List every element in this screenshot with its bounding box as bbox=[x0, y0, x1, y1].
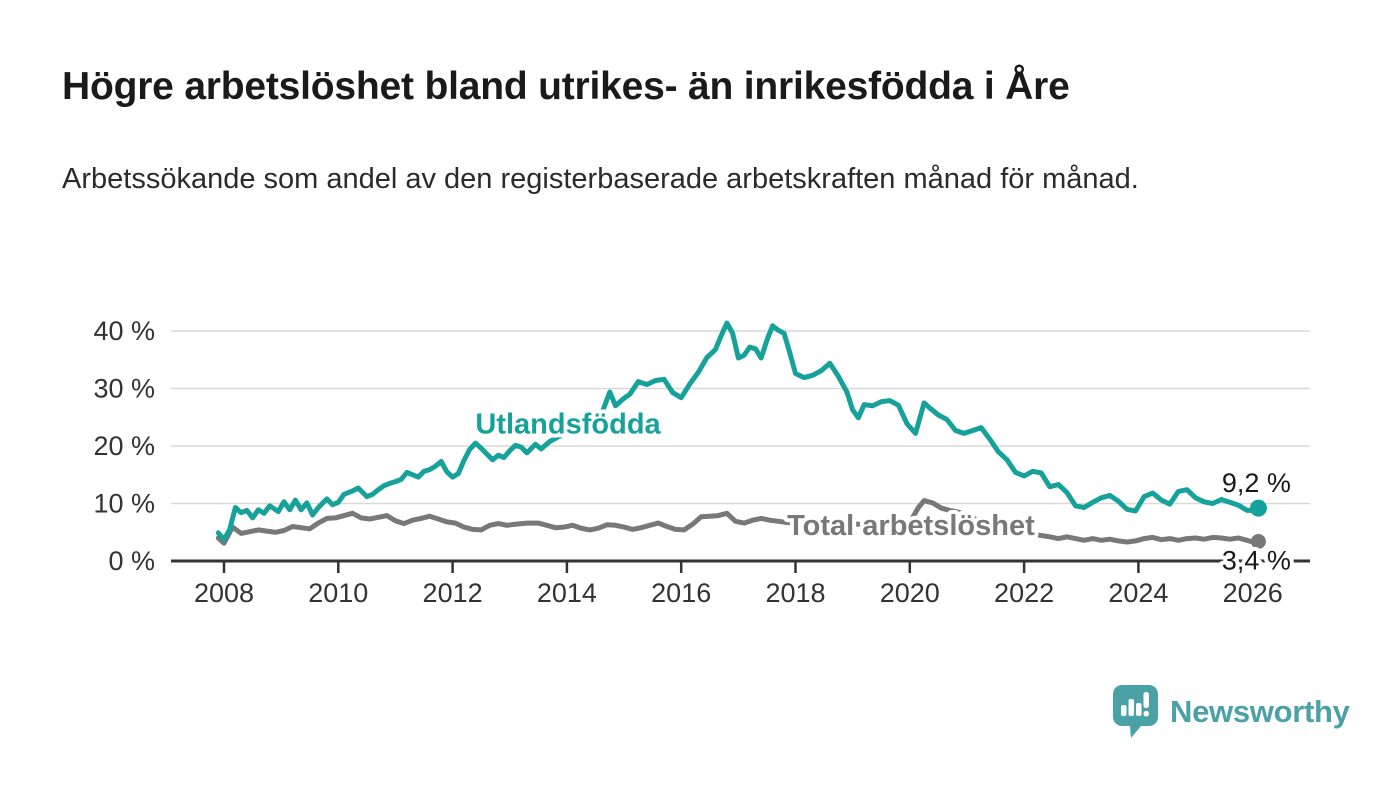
y-tick-label: 20 % bbox=[93, 431, 155, 461]
series-label: Utlandsfödda bbox=[475, 409, 661, 441]
y-tick-label: 40 % bbox=[93, 316, 155, 346]
x-tick-label: 2008 bbox=[194, 578, 254, 608]
series-line-utlandsf-dda bbox=[215, 320, 1261, 543]
x-tick-label: 2020 bbox=[880, 578, 940, 608]
series-end-dot bbox=[1249, 499, 1267, 517]
bar-chart-glyph bbox=[1121, 692, 1149, 717]
newsworthy-logo: Newsworthy bbox=[1112, 684, 1350, 739]
brand-name: Newsworthy bbox=[1170, 693, 1350, 729]
x-tick-label: 2024 bbox=[1108, 578, 1168, 608]
page-title: Högre arbetslöshet bland utrikes- än inr… bbox=[62, 65, 1070, 108]
x-tick-label: 2018 bbox=[765, 578, 825, 608]
series-end-dot bbox=[1250, 533, 1266, 549]
unemployment-line-chart: 0 % 10 % 20 % 30 % 40 % 2008 2010 2012 2014 2016 2… bbox=[93, 316, 1310, 608]
y-tick-label: 10 % bbox=[93, 489, 155, 519]
series-line-total-arbetsl-shet bbox=[215, 498, 1261, 546]
newsworthy-logo-icon bbox=[1113, 685, 1158, 738]
series-label: Total arbetslöshet bbox=[787, 510, 1035, 542]
chart-subtitle: Arbetssökande som andel av den registerb… bbox=[62, 163, 1139, 195]
speech-bubble-shape bbox=[1113, 685, 1158, 738]
y-tick-label: 0 % bbox=[108, 546, 155, 576]
y-tick-label: 30 % bbox=[93, 374, 155, 404]
x-tick-label: 2022 bbox=[994, 578, 1054, 608]
x-tick-label: 2016 bbox=[651, 578, 711, 608]
series-end-value-label: 3,4 % bbox=[1222, 545, 1291, 575]
x-tick-label: 2010 bbox=[308, 578, 368, 608]
x-tick-label: 2012 bbox=[423, 578, 483, 608]
exclamation-bar bbox=[1143, 692, 1149, 708]
x-tick-label: 2014 bbox=[537, 578, 597, 608]
series-end-value-label: 9,2 % bbox=[1222, 468, 1291, 498]
exclamation-dot bbox=[1143, 711, 1149, 717]
x-tick-label: 2026 bbox=[1223, 578, 1283, 608]
